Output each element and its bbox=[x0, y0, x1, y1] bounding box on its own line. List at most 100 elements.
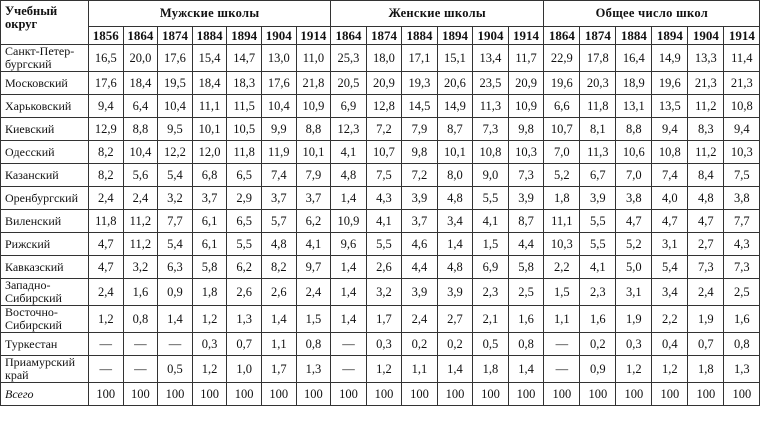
table-row: Туркестан — — —0,3 0,7 1,1 0,8—0,3 0,2 0,2 0,5 0,8… bbox=[0, 332, 760, 356]
value-cell: 100 bbox=[687, 382, 725, 406]
value-cell: — bbox=[543, 355, 581, 383]
value-cell: 17,6 bbox=[260, 71, 297, 95]
value-cell: 6,3 bbox=[157, 255, 193, 279]
value-cell: 16,5 bbox=[88, 44, 124, 72]
value-cell: 8,4 bbox=[687, 163, 725, 187]
value-cell: 4,3 bbox=[723, 232, 760, 256]
value-cell: 19,5 bbox=[157, 71, 193, 95]
value-cell: 22,9 bbox=[543, 44, 581, 72]
value-cell: 7,3 bbox=[507, 163, 545, 187]
value-cell: 20,0 bbox=[122, 44, 159, 72]
value-cell: 16,4 bbox=[615, 44, 653, 72]
value-cell: 13,3 bbox=[687, 44, 725, 72]
value-cell: 3,1 bbox=[651, 232, 689, 256]
group-header: Общее число школ bbox=[543, 0, 760, 27]
value-cell: 100 bbox=[330, 382, 367, 406]
year-header: 1864 bbox=[543, 26, 581, 45]
value-cell: 8,8 bbox=[615, 117, 653, 141]
value-cell: 10,3 bbox=[507, 140, 545, 164]
value-cell: 100 bbox=[157, 382, 193, 406]
value-cell: 9,7 bbox=[295, 255, 332, 279]
value-cell: 4,8 bbox=[260, 232, 297, 256]
value-cell: 18,4 bbox=[122, 71, 159, 95]
value-cell: 0,4 bbox=[651, 332, 689, 356]
district-name: Кавказский bbox=[0, 255, 89, 279]
value-cell: 100 bbox=[88, 382, 124, 406]
value-cell: 3,7 bbox=[260, 186, 297, 210]
value-cell: 1,5 bbox=[472, 232, 509, 256]
value-cell: 8,0 bbox=[436, 163, 474, 187]
value-cell: 5,2 bbox=[543, 163, 581, 187]
value-cell: 9,5 bbox=[157, 117, 193, 141]
value-cell: 100 bbox=[401, 382, 438, 406]
year-header: 1884 bbox=[615, 26, 653, 45]
value-cell: 100 bbox=[260, 382, 297, 406]
value-cell: 12,8 bbox=[365, 94, 403, 118]
value-cell: 7,2 bbox=[365, 117, 403, 141]
value-cell: 3,2 bbox=[122, 255, 159, 279]
district-name: Казанский bbox=[0, 163, 89, 187]
value-cell: 9,6 bbox=[330, 232, 367, 256]
value-cell: 0,7 bbox=[226, 332, 262, 356]
value-cell: 11,2 bbox=[687, 140, 725, 164]
value-cell: 3,9 bbox=[401, 186, 438, 210]
district-name: Харьковский bbox=[0, 94, 89, 118]
value-cell: 7,9 bbox=[295, 163, 332, 187]
value-cell: 10,9 bbox=[295, 94, 332, 118]
value-cell: 3,7 bbox=[191, 186, 228, 210]
value-cell: 4,4 bbox=[507, 232, 545, 256]
value-cell: 1,2 bbox=[191, 305, 228, 333]
value-cell: 2,4 bbox=[295, 278, 332, 306]
value-cell: 7,3 bbox=[687, 255, 725, 279]
year-header: 1856 bbox=[88, 26, 124, 45]
value-cell: 11,3 bbox=[579, 140, 617, 164]
value-cell: 2,3 bbox=[579, 278, 617, 306]
year-header: 1914 bbox=[295, 26, 332, 45]
value-cell: 12,3 bbox=[330, 117, 367, 141]
value-cell: 17,6 bbox=[88, 71, 124, 95]
value-cell: 2,3 bbox=[472, 278, 509, 306]
district-name: Туркестан bbox=[0, 332, 89, 356]
table-row: Оренбургский 2,4 2,4 3,2 3,7 2,9 3,7 3,7 1,4 4,3 3… bbox=[0, 186, 760, 210]
value-cell: 1,5 bbox=[295, 305, 332, 333]
table-row: Одесский 8,2 10,4 12,2 12,0 11,8 11,9 10,1 4,1 10… bbox=[0, 140, 760, 164]
district-name: Киевский bbox=[0, 117, 89, 141]
value-cell: 7,4 bbox=[260, 163, 297, 187]
value-cell: 8,2 bbox=[260, 255, 297, 279]
value-cell: 1,2 bbox=[365, 355, 403, 383]
district-name: Санкт-Петер-бургский bbox=[0, 44, 89, 72]
value-cell: 6,4 bbox=[122, 94, 159, 118]
value-cell: 13,1 bbox=[615, 94, 653, 118]
value-cell: 0,5 bbox=[157, 355, 193, 383]
value-cell: 2,2 bbox=[543, 255, 581, 279]
value-cell: 7,0 bbox=[543, 140, 581, 164]
value-cell: 6,8 bbox=[191, 163, 228, 187]
value-cell: 4,4 bbox=[401, 255, 438, 279]
value-cell: 14,5 bbox=[401, 94, 438, 118]
year-header: 1864 bbox=[330, 26, 367, 45]
value-cell: 9,0 bbox=[472, 163, 509, 187]
district-name: Одесский bbox=[0, 140, 89, 164]
district-name: Западно-Сибирский bbox=[0, 278, 89, 306]
value-cell: 100 bbox=[226, 382, 262, 406]
value-cell: 100 bbox=[436, 382, 474, 406]
value-cell: 1,6 bbox=[122, 278, 159, 306]
value-cell: 3,1 bbox=[615, 278, 653, 306]
district-name: Восточно-Сибирский bbox=[0, 305, 89, 333]
value-cell: 3,4 bbox=[651, 278, 689, 306]
table-header: Учебный округ Мужские школы Женские школы… bbox=[0, 0, 760, 45]
value-cell: 4,7 bbox=[651, 209, 689, 233]
value-cell: 8,7 bbox=[436, 117, 474, 141]
value-cell: 7,2 bbox=[401, 163, 438, 187]
year-row: 1856 1864 1874 1884 1894 1904 1914 1864 1874 1884… bbox=[1, 26, 760, 45]
value-cell: 1,4 bbox=[330, 278, 367, 306]
value-cell: 0,8 bbox=[295, 332, 332, 356]
value-cell: 4,7 bbox=[88, 232, 124, 256]
value-cell: 1,4 bbox=[330, 255, 367, 279]
value-cell: 100 bbox=[615, 382, 653, 406]
value-cell: 18,3 bbox=[226, 71, 262, 95]
value-cell: 9,8 bbox=[401, 140, 438, 164]
value-cell: 3,8 bbox=[723, 186, 760, 210]
value-cell: 2,6 bbox=[365, 255, 403, 279]
